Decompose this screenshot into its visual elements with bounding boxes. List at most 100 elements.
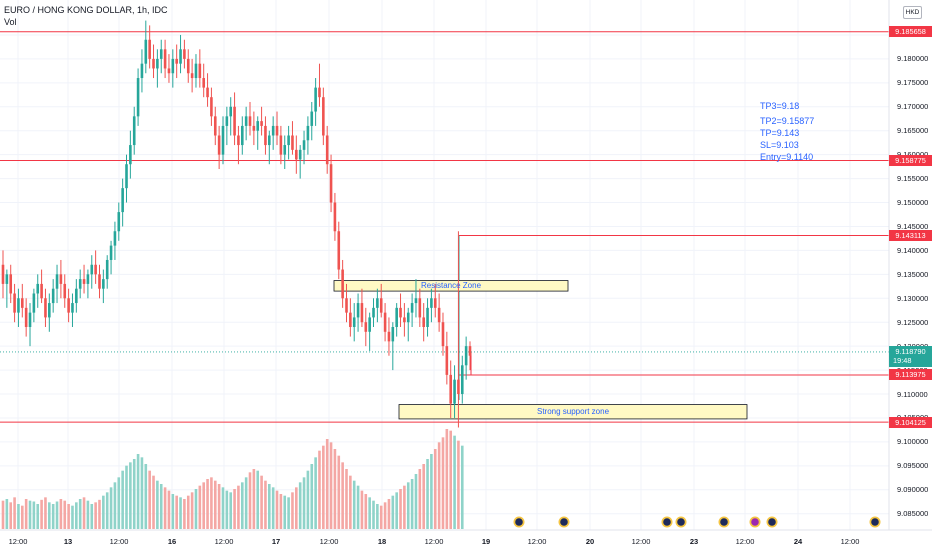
volume-bar: [437, 442, 441, 529]
candle-body: [268, 135, 271, 146]
volume-bar: [129, 462, 132, 529]
time-tick-label: 12:00: [840, 537, 860, 546]
candle: [40, 269, 43, 304]
volume-bar: [260, 475, 263, 529]
event-marker-icon[interactable]: [766, 516, 778, 528]
candle: [194, 54, 198, 88]
volume-bar: [349, 475, 352, 529]
candle: [175, 44, 178, 79]
volume-bar: [98, 499, 101, 529]
candle: [75, 279, 78, 313]
volume-bar: [40, 499, 43, 529]
event-marker-icon[interactable]: [749, 516, 761, 528]
candle: [17, 288, 20, 328]
candle: [252, 111, 256, 146]
volume-bar: [240, 482, 244, 529]
candle-body: [372, 307, 375, 318]
volume-bar: [395, 492, 398, 529]
candle-body: [140, 63, 144, 79]
candle-body: [67, 298, 70, 313]
volume-bar: [156, 480, 159, 529]
candle-body: [190, 73, 194, 79]
note-tp: TP=9.143: [760, 128, 800, 138]
price-tick-label: 9.140000: [897, 245, 929, 255]
volume-bar: [102, 495, 105, 529]
time-tick-label: 20: [585, 537, 595, 546]
price-tick-label: 9.125000: [897, 317, 929, 327]
volume-bar: [445, 429, 449, 529]
volume-bar: [94, 502, 97, 529]
candle: [360, 288, 364, 328]
candle: [244, 106, 248, 141]
candle: [418, 288, 422, 328]
candle: [275, 111, 279, 146]
candle-body: [437, 307, 441, 323]
event-marker-icon[interactable]: [675, 516, 687, 528]
candle-body: [410, 303, 414, 313]
volume-bar: [360, 490, 364, 529]
volume-bar: [202, 482, 205, 529]
event-marker-icon[interactable]: [718, 516, 730, 528]
volume-bar: [20, 505, 24, 529]
price-tick-label: 9.175000: [897, 78, 929, 88]
volume-bar: [51, 504, 55, 529]
volume-bar: [406, 482, 410, 529]
time-tick-label: 12:00: [735, 537, 755, 546]
volume-bar: [430, 454, 433, 529]
volume-bar: [5, 499, 9, 529]
event-marker-icon[interactable]: [513, 516, 525, 528]
price-tick-label: 9.145000: [897, 221, 929, 231]
volume-bar: [376, 504, 379, 529]
candle-body: [167, 68, 171, 74]
candle: [464, 336, 468, 380]
candle: [256, 116, 260, 150]
symbol-title: EURO / HONG KONG DOLLAR, 1h, IDC: [4, 5, 168, 15]
candle: [368, 312, 371, 351]
price-tag: 9.113975: [889, 369, 932, 381]
candle-body: [210, 97, 213, 117]
candle: [51, 279, 55, 313]
volume-bar: [198, 485, 202, 529]
volume-bar: [403, 485, 406, 529]
candle: [13, 283, 16, 323]
currency-badge[interactable]: HKD: [903, 6, 922, 19]
volume-bar: [9, 502, 13, 529]
candle: [310, 101, 314, 141]
candle-body: [306, 125, 310, 141]
volume-bar: [271, 487, 275, 529]
price-tick-label: 9.135000: [897, 269, 929, 279]
candle: [144, 20, 148, 74]
event-marker-icon[interactable]: [558, 516, 570, 528]
candle: [179, 34, 182, 74]
candle-body: [364, 322, 368, 332]
volume-bar: [13, 497, 16, 529]
candle: [156, 49, 159, 88]
volume-bar: [252, 469, 256, 529]
volume-bar: [325, 439, 329, 529]
candle: [225, 106, 229, 146]
candle-body: [163, 49, 167, 69]
event-marker-icon[interactable]: [661, 516, 673, 528]
volume-bar: [82, 497, 86, 529]
candle: [318, 63, 321, 107]
candle: [345, 283, 348, 323]
price-tick-label: 9.150000: [897, 198, 929, 208]
candle-body: [156, 58, 159, 69]
event-marker-core: [720, 518, 728, 526]
candle: [271, 116, 275, 150]
event-marker-icon[interactable]: [869, 516, 881, 528]
event-markers: [513, 516, 881, 528]
candle: [98, 264, 101, 299]
volume-bar: [125, 465, 128, 529]
candle-body: [5, 274, 9, 284]
time-tick-label: 12:00: [109, 537, 129, 546]
candle: [410, 293, 414, 328]
candle-body: [194, 63, 198, 79]
candle-body: [433, 298, 437, 308]
candle-body: [32, 293, 36, 313]
volume-bar: [283, 495, 287, 529]
candle: [264, 116, 267, 155]
volume-bar: [306, 470, 310, 529]
volume-bar: [356, 485, 360, 529]
